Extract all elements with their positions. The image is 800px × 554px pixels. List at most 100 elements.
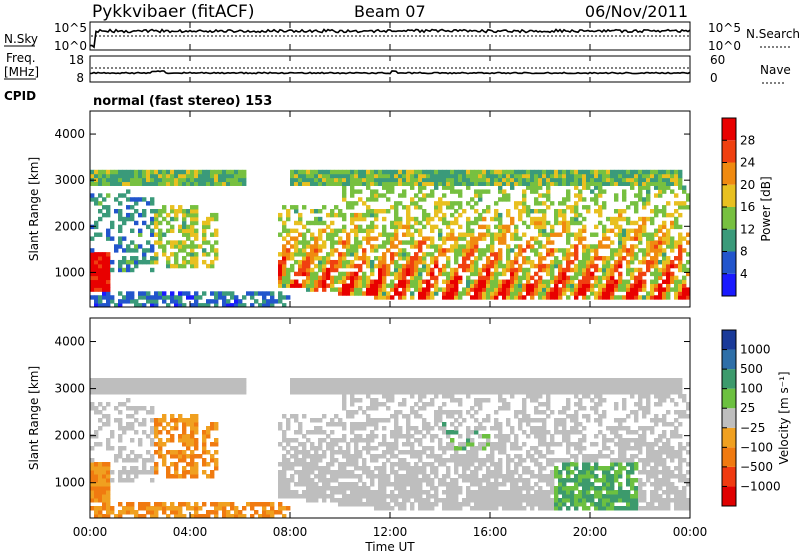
velocity-cell (526, 486, 531, 491)
velocity-cell (194, 390, 199, 395)
power-cell (470, 197, 475, 202)
power-cell (402, 271, 407, 277)
velocity-cell (94, 490, 99, 495)
power-cell (658, 287, 663, 292)
power-cell (174, 295, 179, 300)
velocity-cell (422, 474, 427, 479)
power-cell (218, 181, 223, 186)
power-cell (582, 197, 587, 202)
power-cell (326, 259, 331, 265)
velocity-cell (582, 414, 587, 419)
power-cell (678, 173, 683, 179)
velocity-cell (506, 434, 511, 439)
velocity-cell (546, 474, 551, 479)
power-cell (462, 259, 467, 265)
power-cell (154, 181, 159, 186)
power-cell (434, 185, 439, 190)
power-cell (566, 259, 571, 265)
power-cell (586, 283, 591, 288)
power-cell (554, 248, 559, 253)
power-cell (626, 228, 631, 234)
power-cell (282, 248, 287, 253)
velocity-cell (518, 418, 523, 423)
velocity-cell (582, 446, 587, 451)
velocity-cell (562, 458, 567, 463)
power-cell (106, 263, 111, 269)
velocity-cell (134, 390, 139, 395)
power-cell (166, 256, 171, 261)
velocity-cell (390, 382, 395, 387)
power-cell (598, 193, 603, 198)
power-cell (174, 259, 179, 265)
velocity-cell (450, 478, 455, 483)
velocity-cell (102, 386, 107, 391)
power-cell (306, 244, 311, 249)
power-cell (466, 201, 471, 206)
power-cell (286, 283, 291, 288)
velocity-cell (290, 494, 295, 499)
velocity-cell (498, 494, 503, 499)
velocity-cell (130, 450, 135, 455)
power-cell (378, 169, 383, 175)
velocity-cell (322, 494, 327, 499)
power-cell (630, 236, 635, 241)
velocity-cell (510, 446, 515, 451)
velocity-cell (162, 426, 167, 431)
velocity-cell (418, 498, 423, 503)
power-cell (370, 236, 375, 241)
velocity-cell (346, 502, 351, 507)
power-cell (182, 248, 187, 253)
velocity-cell (350, 386, 355, 391)
velocity-cell (414, 462, 419, 467)
power-cell (170, 252, 175, 257)
power-cell (478, 236, 483, 241)
power-cell (358, 216, 363, 222)
velocity-cell (174, 426, 179, 431)
velocity-cell (466, 494, 471, 499)
velocity-cell (414, 402, 419, 407)
power-cell (470, 220, 475, 226)
velocity-cell (354, 390, 359, 395)
velocity-cell (474, 506, 479, 511)
velocity-cell (134, 378, 139, 383)
power-cell (558, 259, 563, 265)
velocity-cell (442, 422, 447, 427)
power-cell (154, 177, 159, 183)
velocity-cell (294, 454, 299, 459)
velocity-cell (350, 470, 355, 475)
power-cell (594, 169, 599, 175)
power-cell (330, 228, 335, 234)
power-cell (90, 252, 95, 257)
power-cell (550, 248, 555, 253)
velocity-cell (90, 402, 95, 407)
power-cell (370, 259, 375, 265)
power-cell (450, 267, 455, 273)
power-cell (422, 267, 427, 273)
velocity-cell (346, 442, 351, 447)
power-cell (574, 295, 579, 300)
velocity-cell (370, 434, 375, 439)
power-cell (386, 169, 391, 175)
velocity-cell (578, 378, 583, 383)
velocity-cell (422, 502, 427, 507)
velocity-cell (182, 458, 187, 463)
power-cell (422, 185, 427, 190)
power-cell (290, 236, 295, 241)
velocity-cell (374, 426, 379, 431)
velocity-cell (518, 382, 523, 387)
power-cell (186, 212, 191, 218)
power-cell (510, 267, 515, 273)
power-cell (582, 205, 587, 210)
power-cell (342, 177, 347, 183)
velocity-cell (306, 470, 311, 475)
power-cell (342, 279, 347, 284)
power-cell (430, 256, 435, 261)
velocity-cell (578, 398, 583, 403)
power-cell (234, 303, 239, 308)
power-cell (550, 275, 555, 281)
velocity-cell (506, 386, 511, 391)
power-cell (158, 181, 163, 186)
velocity-cell (534, 434, 539, 439)
power-cell (318, 244, 323, 249)
velocity-cell (550, 502, 555, 507)
